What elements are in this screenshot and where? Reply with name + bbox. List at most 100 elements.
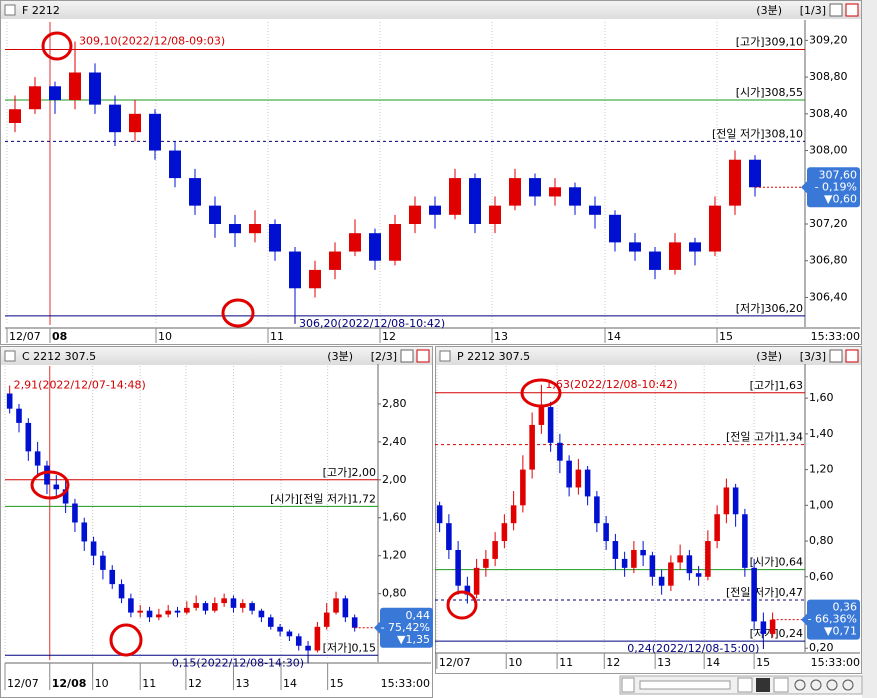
tool[interactable] — [842, 679, 854, 691]
checkbox[interactable] — [439, 350, 451, 362]
candle-body — [509, 178, 521, 206]
candle-body — [193, 603, 199, 608]
y-tick-label: 309,20 — [809, 33, 848, 46]
candle-body — [677, 555, 683, 563]
y-tick-label: 306,40 — [809, 290, 848, 303]
restore-button[interactable] — [829, 349, 843, 363]
candle-body — [705, 541, 711, 577]
candle-body — [455, 549, 461, 586]
candle-body — [732, 487, 739, 515]
y-tick-label: 1,20 — [382, 549, 407, 562]
x-tick-label: 14 — [607, 330, 621, 343]
candle-body — [118, 584, 125, 599]
candle-body — [749, 159, 761, 188]
candle-body — [9, 109, 21, 123]
price-box-text: 0,36 — [833, 601, 858, 614]
candle-body — [686, 555, 693, 574]
candle-body — [529, 178, 541, 197]
candle-body — [594, 496, 600, 524]
close-button[interactable] — [416, 349, 430, 363]
candle-body — [409, 205, 421, 224]
candle-body — [492, 541, 498, 559]
panel-title: P 2212 307.5 — [457, 350, 530, 363]
time-label: 15:33:00 — [811, 656, 860, 669]
time-label: 15:33:00 — [381, 677, 430, 690]
scroll-next[interactable] — [773, 677, 789, 693]
x-tick-label: 10 — [508, 656, 522, 669]
candle-body — [230, 598, 237, 608]
scroll-stop[interactable] — [756, 678, 770, 692]
price-box-text: 0,44 — [406, 609, 431, 622]
candle-body — [72, 503, 78, 523]
candle-body — [501, 523, 508, 542]
annotation-label: 0,15(2022/12/08-14:30) — [172, 656, 304, 669]
close-button[interactable] — [845, 3, 859, 17]
candle-body — [221, 598, 227, 604]
panel-frame — [0, 0, 862, 345]
candle-body — [769, 619, 776, 634]
candle-body — [566, 460, 572, 488]
reference-label: [고가]309,10 — [736, 36, 803, 49]
candle-body — [62, 489, 69, 504]
scrollbar — [619, 675, 863, 695]
candle-body — [538, 407, 545, 425]
price-box — [380, 607, 433, 648]
candle-body — [128, 598, 134, 613]
candle-body — [549, 187, 561, 197]
highlight-circle — [109, 623, 143, 657]
candle-body — [44, 465, 50, 485]
candle-body — [212, 603, 218, 611]
zoom-out[interactable] — [810, 679, 822, 691]
restore-button[interactable] — [400, 349, 414, 363]
candle-body — [209, 205, 221, 224]
period-label: (3분) — [756, 4, 782, 17]
title-bar — [1, 347, 432, 365]
scroll-thumb[interactable] — [639, 680, 731, 690]
reference-label: [시가]308,55 — [736, 86, 803, 99]
candle-body — [689, 242, 701, 252]
candle-body — [202, 603, 209, 611]
candle-body — [520, 469, 526, 506]
x-tick-label: 12/08 — [52, 677, 87, 690]
candle-body — [473, 567, 480, 595]
candle-body — [612, 541, 619, 559]
scroll-prev[interactable] — [737, 677, 753, 693]
x-tick-label: 10 — [158, 330, 172, 343]
candle-body — [189, 178, 201, 206]
scroll-left[interactable] — [621, 677, 635, 693]
y-tick-label: 308,80 — [809, 70, 848, 83]
candle-body — [658, 576, 665, 586]
price-box-text: ▼0,60 — [824, 192, 857, 205]
x-tick-label: 08 — [52, 330, 67, 343]
reference-label: [저가]306,20 — [736, 302, 803, 315]
candle-body — [603, 523, 609, 542]
checkbox[interactable] — [4, 350, 16, 362]
y-tick-label: 1,60 — [382, 511, 407, 524]
candle-body — [16, 408, 22, 423]
candle-body — [333, 598, 339, 613]
highlight-circle — [520, 378, 562, 408]
candle-body — [649, 555, 656, 577]
zoom-reset[interactable] — [826, 679, 838, 691]
candle-body — [629, 242, 641, 252]
zoom-in[interactable] — [794, 679, 806, 691]
candle-body — [53, 484, 60, 490]
candle-body — [429, 205, 441, 215]
page-label: [2/3] — [371, 350, 397, 363]
page-label: [3/3] — [800, 350, 826, 363]
candle-body — [621, 558, 628, 568]
candle-body — [149, 113, 161, 151]
checkbox[interactable] — [4, 4, 16, 16]
restore-button[interactable] — [829, 3, 843, 17]
y-tick-label: 1,00 — [809, 498, 834, 511]
candle-body — [29, 86, 41, 110]
close-button[interactable] — [845, 349, 859, 363]
x-tick-label: 10 — [95, 677, 109, 690]
period-label: (3분) — [756, 350, 782, 363]
panel-title: F 2212 — [22, 4, 60, 17]
candle-body — [249, 603, 255, 611]
candle-body — [156, 614, 162, 618]
candle-body — [169, 150, 181, 179]
candle-body — [751, 567, 757, 622]
